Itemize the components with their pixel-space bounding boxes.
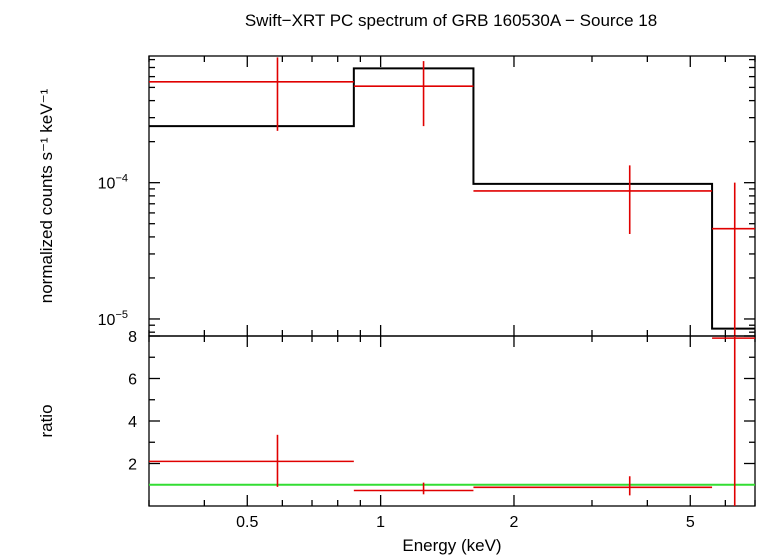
y-tick-label: 10−5 [98, 309, 128, 329]
y-tick-label: 8 [128, 329, 137, 346]
y-tick-label: 2 [128, 457, 137, 474]
y-tick-label-base: 10 [98, 312, 116, 329]
bottom-data-points [149, 336, 755, 506]
top-panel: 10−410−5 normalized counts s⁻¹ keV⁻¹ [37, 55, 756, 337]
spectrum-data-point [149, 57, 354, 131]
top-y-axis-label: normalized counts s⁻¹ keV⁻¹ [37, 88, 56, 303]
top-y-tick-labels: 10−410−5 [98, 173, 128, 329]
spectrum-data-point [353, 61, 474, 127]
x-tick-label: 0.5 [236, 514, 258, 531]
y-tick-label-exponent: −4 [115, 173, 128, 185]
top-panel-ticks [148, 56, 756, 336]
spectrum-data-point [712, 182, 755, 336]
x-axis-label: Energy (keV) [402, 536, 501, 555]
ratio-data-point [353, 482, 474, 495]
chart-title: Swift−XRT PC spectrum of GRB 160530A − S… [245, 11, 657, 30]
bottom-panel-ticks [148, 335, 756, 506]
x-tick-labels: 0.5 1 2 5 [236, 514, 695, 531]
y-tick-label-exponent: −5 [115, 309, 128, 321]
model-step-line [149, 67, 755, 330]
x-tick-label: 5 [686, 514, 695, 531]
spectrum-data-point [473, 165, 713, 235]
y-tick-label: 10−4 [98, 173, 128, 193]
ratio-data-point [473, 476, 713, 496]
ratio-data-point [712, 336, 755, 506]
top-model-curve [149, 67, 755, 330]
ratio-data-point [149, 434, 354, 487]
bottom-panel-frame [148, 335, 756, 507]
y-tick-label-base: 10 [98, 176, 116, 193]
y-tick-label: 4 [128, 414, 137, 431]
bottom-panel: 2 4 6 8 0.5 1 2 5 ratio Energy (keV) [37, 329, 756, 555]
bottom-y-axis-label: ratio [37, 404, 56, 437]
x-tick-label: 1 [376, 514, 385, 531]
x-tick-label: 2 [510, 514, 519, 531]
top-panel-frame [148, 55, 756, 337]
top-data-points [149, 57, 755, 336]
y-tick-label: 6 [128, 372, 137, 389]
bottom-y-tick-labels: 2 4 6 8 [128, 329, 137, 474]
